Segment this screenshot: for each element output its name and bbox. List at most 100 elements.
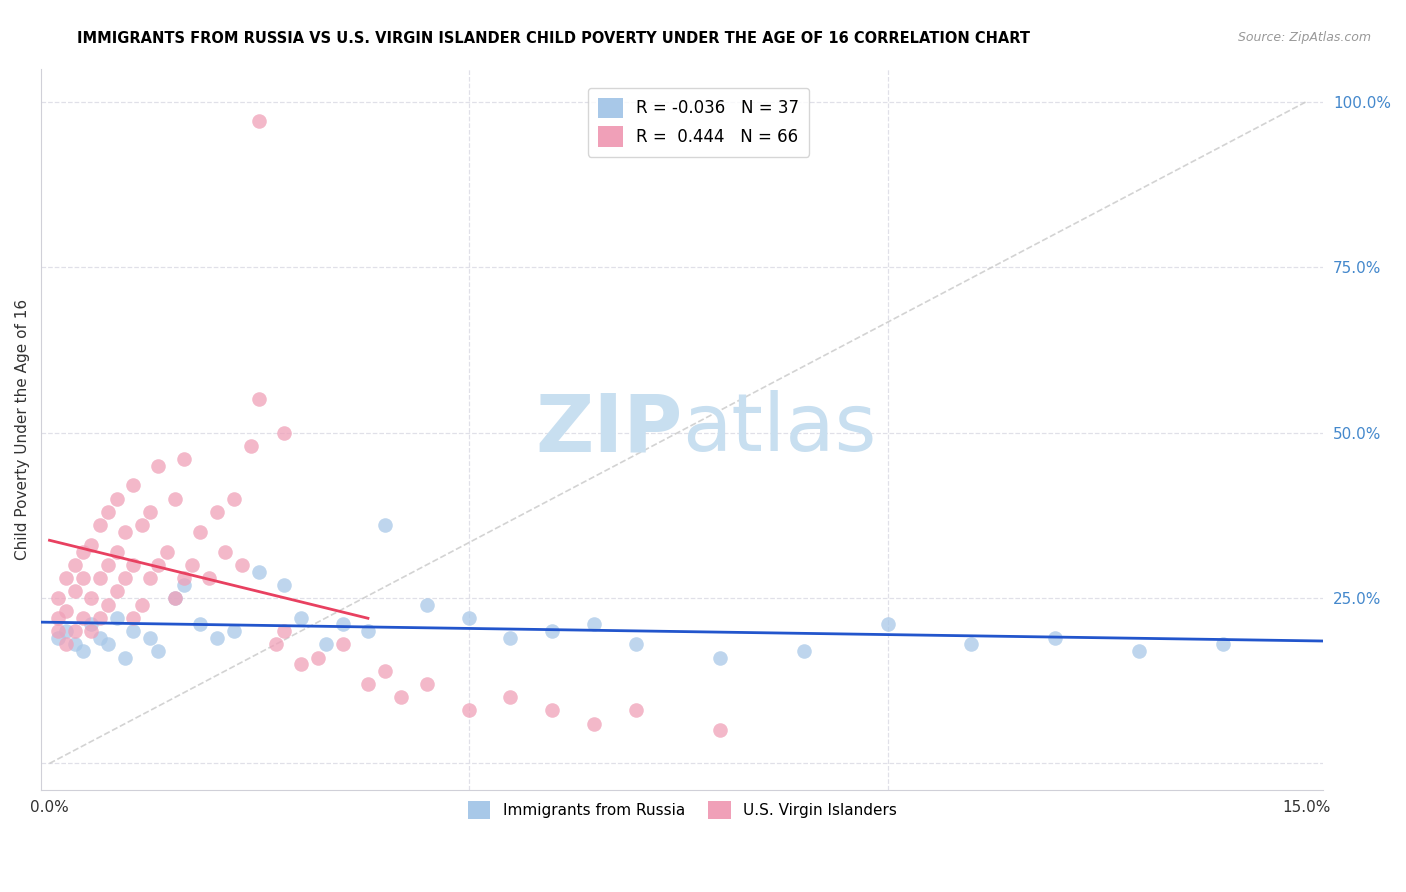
Point: [188, 617, 211, 632]
Point: [876, 617, 898, 632]
Point: [624, 704, 647, 718]
Point: [709, 723, 731, 738]
Point: [156, 544, 179, 558]
Point: [122, 558, 145, 572]
Point: [55, 571, 77, 585]
Point: [307, 650, 329, 665]
Point: [173, 571, 195, 585]
Point: [148, 458, 170, 473]
Point: [165, 491, 187, 506]
Point: [63, 584, 86, 599]
Point: [63, 624, 86, 638]
Point: [205, 505, 228, 519]
Text: IMMIGRANTS FROM RUSSIA VS U.S. VIRGIN ISLANDER CHILD POVERTY UNDER THE AGE OF 16: IMMIGRANTS FROM RUSSIA VS U.S. VIRGIN IS…: [77, 31, 1031, 46]
Point: [709, 650, 731, 665]
Point: [89, 518, 111, 533]
Point: [148, 644, 170, 658]
Point: [139, 631, 162, 645]
Point: [181, 558, 204, 572]
Point: [63, 637, 86, 651]
Point: [457, 611, 479, 625]
Point: [97, 598, 120, 612]
Point: [165, 591, 187, 605]
Point: [89, 571, 111, 585]
Point: [105, 491, 128, 506]
Point: [122, 611, 145, 625]
Point: [415, 598, 437, 612]
Point: [247, 114, 270, 128]
Point: [332, 637, 354, 651]
Point: [72, 611, 94, 625]
Point: [793, 644, 815, 658]
Point: [222, 491, 245, 506]
Point: [80, 538, 103, 552]
Point: [97, 505, 120, 519]
Point: [80, 591, 103, 605]
Point: [114, 524, 136, 539]
Point: [290, 657, 312, 672]
Point: [80, 617, 103, 632]
Point: [1043, 631, 1066, 645]
Point: [105, 544, 128, 558]
Point: [583, 716, 606, 731]
Point: [46, 611, 69, 625]
Point: [55, 604, 77, 618]
Point: [315, 637, 337, 651]
Point: [624, 637, 647, 651]
Point: [273, 624, 295, 638]
Text: Source: ZipAtlas.com: Source: ZipAtlas.com: [1237, 31, 1371, 45]
Point: [541, 624, 564, 638]
Point: [273, 578, 295, 592]
Point: [231, 558, 253, 572]
Point: [541, 704, 564, 718]
Point: [457, 704, 479, 718]
Point: [122, 478, 145, 492]
Point: [499, 690, 522, 705]
Point: [148, 558, 170, 572]
Point: [374, 664, 396, 678]
Point: [197, 571, 219, 585]
Point: [55, 624, 77, 638]
Point: [357, 677, 380, 691]
Text: atlas: atlas: [682, 390, 876, 468]
Point: [97, 637, 120, 651]
Point: [72, 544, 94, 558]
Point: [89, 611, 111, 625]
Point: [46, 591, 69, 605]
Point: [165, 591, 187, 605]
Point: [46, 631, 69, 645]
Point: [114, 650, 136, 665]
Point: [247, 392, 270, 407]
Point: [1212, 637, 1234, 651]
Point: [273, 425, 295, 440]
Point: [374, 518, 396, 533]
Point: [89, 631, 111, 645]
Y-axis label: Child Poverty Under the Age of 16: Child Poverty Under the Age of 16: [15, 299, 30, 560]
Point: [105, 584, 128, 599]
Point: [188, 524, 211, 539]
Point: [247, 565, 270, 579]
Point: [72, 644, 94, 658]
Point: [960, 637, 983, 651]
Point: [332, 617, 354, 632]
Point: [80, 624, 103, 638]
Point: [114, 571, 136, 585]
Point: [391, 690, 413, 705]
Point: [122, 624, 145, 638]
Point: [131, 518, 153, 533]
Point: [415, 677, 437, 691]
Point: [1128, 644, 1150, 658]
Point: [222, 624, 245, 638]
Text: ZIP: ZIP: [534, 390, 682, 468]
Point: [105, 611, 128, 625]
Point: [139, 571, 162, 585]
Point: [239, 439, 262, 453]
Point: [214, 544, 236, 558]
Point: [139, 505, 162, 519]
Point: [55, 637, 77, 651]
Point: [357, 624, 380, 638]
Point: [173, 578, 195, 592]
Legend: Immigrants from Russia, U.S. Virgin Islanders: Immigrants from Russia, U.S. Virgin Isla…: [461, 795, 903, 826]
Point: [583, 617, 606, 632]
Point: [264, 637, 287, 651]
